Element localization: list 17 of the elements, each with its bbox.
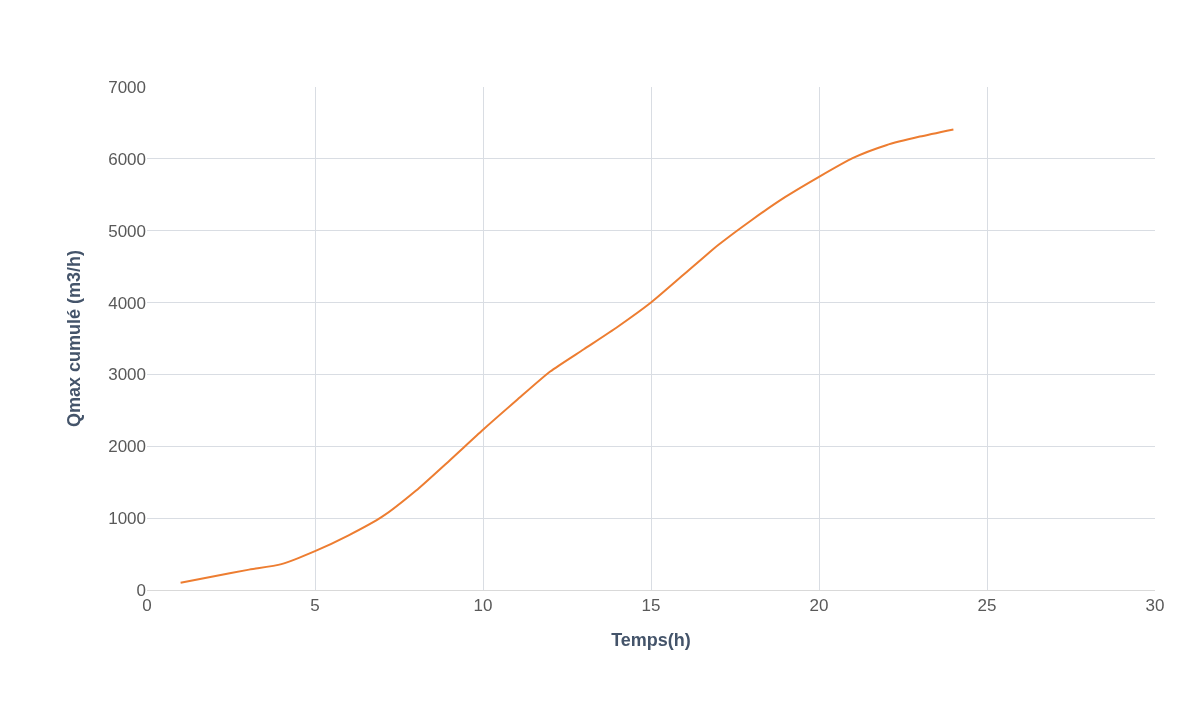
y-tick-label: 1000: [108, 509, 146, 529]
x-tick-label: 25: [977, 596, 997, 616]
y-tick-label: 4000: [108, 293, 146, 313]
y-tick-label: 0: [136, 580, 146, 600]
y-tick-label: 7000: [108, 77, 146, 97]
x-tick-label: 15: [641, 596, 661, 616]
y-tick-label: 3000: [108, 365, 146, 385]
y-tick-label: 6000: [108, 149, 146, 169]
line-series: [179, 128, 955, 584]
x-tick-label: 10: [473, 596, 493, 616]
y-axis-title: Qmax cumulé (m3/h): [64, 249, 85, 428]
x-tick-label: 5: [310, 596, 320, 616]
x-tick-label: 30: [1145, 596, 1165, 616]
y-tick-label: 2000: [108, 437, 146, 457]
x-tick-label: 20: [809, 596, 829, 616]
y-tick-label: 5000: [108, 221, 146, 241]
x-axis-title: Temps(h): [611, 629, 691, 650]
